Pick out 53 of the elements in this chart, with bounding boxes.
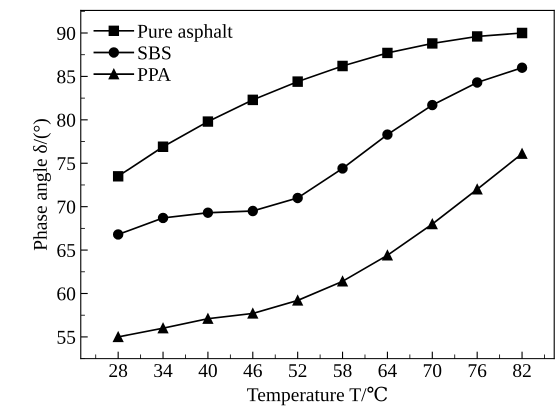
point xyxy=(337,60,348,72)
x-tick-label: 58 xyxy=(334,364,352,378)
x-tick-label: 64 xyxy=(378,364,397,378)
x-tick-label: 34 xyxy=(154,364,172,378)
point xyxy=(158,323,168,334)
point xyxy=(202,313,214,324)
point xyxy=(382,48,393,58)
point xyxy=(112,171,124,182)
legend-label: Pure asphalt xyxy=(138,24,233,42)
point xyxy=(472,184,482,195)
y-axis-title: Phase angle δ/(°) xyxy=(33,119,51,250)
point xyxy=(202,116,214,127)
y-tick-label: 70 xyxy=(58,200,76,214)
point xyxy=(248,94,258,106)
point xyxy=(516,148,528,159)
y-tick-label: 80 xyxy=(57,114,76,127)
point xyxy=(292,192,303,204)
x-tick-label: 70 xyxy=(424,364,442,378)
point xyxy=(292,295,303,306)
x-tick-label: 82 xyxy=(513,364,531,378)
y-tick-label: 55 xyxy=(58,330,76,344)
point xyxy=(112,229,124,240)
y-tick-label: 85 xyxy=(57,70,76,84)
point xyxy=(337,163,348,174)
x-tick-label: 76 xyxy=(468,364,486,378)
x-tick-label: 46 xyxy=(243,364,262,378)
point xyxy=(248,206,258,216)
point xyxy=(427,38,438,49)
point xyxy=(516,62,528,73)
point xyxy=(248,308,258,319)
point xyxy=(112,332,124,342)
point xyxy=(516,28,528,38)
point xyxy=(292,76,303,87)
point xyxy=(158,142,168,152)
point xyxy=(382,250,393,260)
y-tick-label: 60 xyxy=(57,287,76,300)
point xyxy=(472,77,482,88)
point xyxy=(472,31,482,42)
point xyxy=(382,129,393,140)
x-axis-title: Temperature T/℃ xyxy=(247,386,388,406)
x-tick-label: 40 xyxy=(198,364,217,378)
point xyxy=(427,218,438,230)
point xyxy=(202,208,214,218)
point xyxy=(337,276,348,287)
y-tick-label: 75 xyxy=(58,157,76,170)
x-tick-label: 28 xyxy=(109,364,128,378)
legend-label: SBS xyxy=(138,46,171,60)
point xyxy=(158,212,168,224)
y-tick-label: 65 xyxy=(57,244,76,258)
point xyxy=(427,100,438,110)
y-tick-label: 90 xyxy=(57,26,76,40)
x-tick-label: 52 xyxy=(289,364,306,378)
legend-label: PPA xyxy=(138,68,171,81)
